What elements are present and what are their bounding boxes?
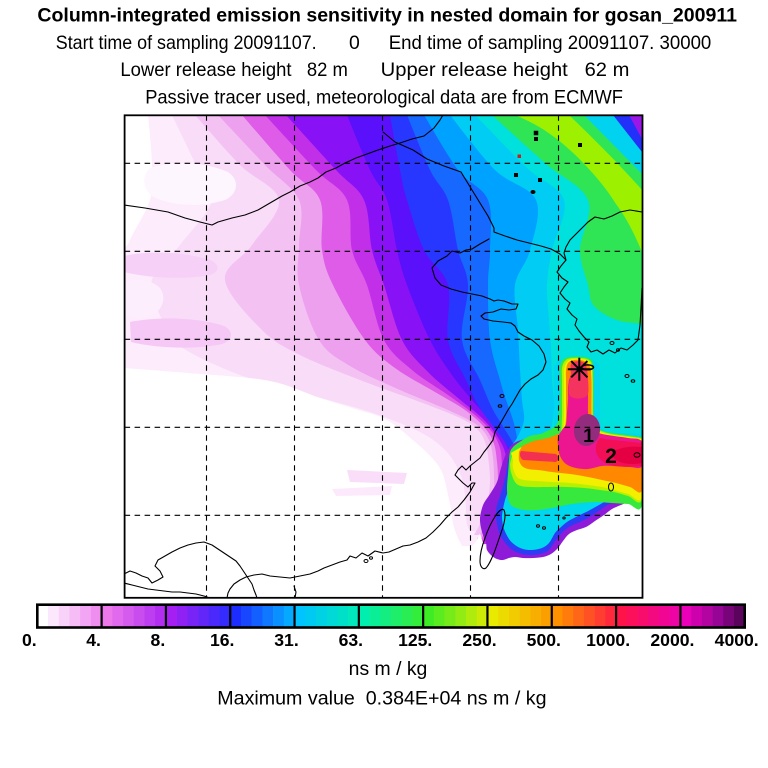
svg-text:4000.: 4000. — [715, 630, 759, 650]
svg-text:0.: 0. — [22, 630, 37, 650]
svg-text:4.: 4. — [86, 630, 101, 650]
svg-text:8.: 8. — [151, 630, 166, 650]
svg-text:31.: 31. — [274, 630, 298, 650]
svg-text:Start time of sampling 2009110: Start time of sampling 20091107. — [56, 32, 317, 54]
svg-text:125.: 125. — [398, 630, 432, 650]
svg-text:Passive tracer used, meteorolo: Passive tracer used, meteorological data… — [145, 86, 623, 108]
svg-text:2000.: 2000. — [650, 630, 694, 650]
svg-text:Upper release height 62 m: Upper release height 62 m — [381, 59, 630, 81]
svg-text:Lower release height 82 m: Lower release height 82 m — [120, 59, 348, 81]
svg-text:16.: 16. — [210, 630, 234, 650]
svg-text:2: 2 — [605, 445, 617, 468]
svg-text:1000.: 1000. — [586, 630, 630, 650]
svg-text:Column-integrated emission sen: Column-integrated emission sensitivity i… — [37, 5, 737, 27]
svg-text:500.: 500. — [527, 630, 561, 650]
svg-text:1: 1 — [583, 425, 594, 447]
svg-text:250.: 250. — [462, 630, 496, 650]
svg-text:ns m / kg: ns m / kg — [349, 658, 428, 680]
svg-text:63.: 63. — [339, 630, 363, 650]
svg-text:0: 0 — [349, 32, 360, 54]
svg-text:End time of sampling 20091107.: End time of sampling 20091107. 30000 — [389, 32, 712, 54]
svg-text:Maximum value 0.384E+04 ns m: Maximum value 0.384E+04 ns m / kg — [217, 688, 546, 710]
